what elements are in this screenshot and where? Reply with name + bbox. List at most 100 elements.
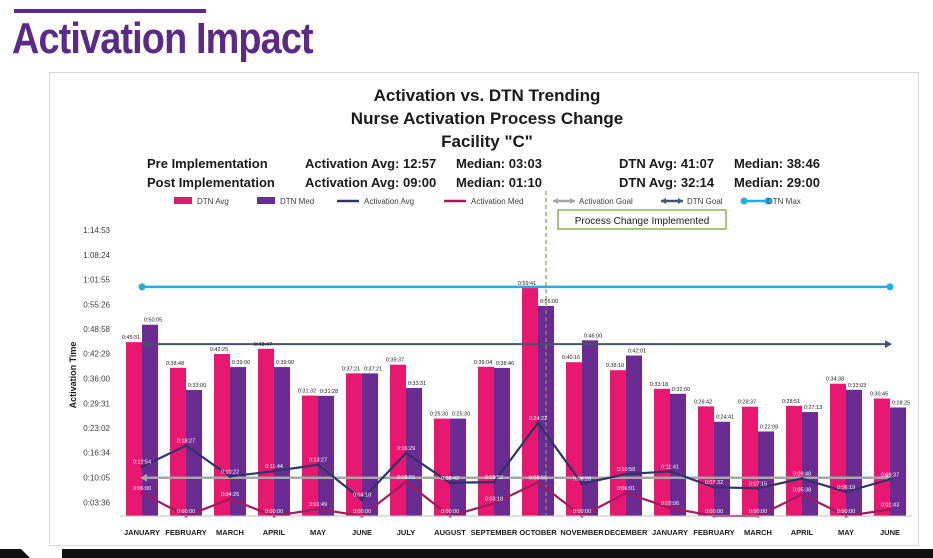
data-label-activation-avg: 0:24:22	[529, 416, 547, 422]
bar-dtn-avg	[874, 398, 890, 516]
data-label-dtn-med: 0:50:05	[144, 318, 162, 324]
bar-dtn-avg	[610, 370, 626, 516]
stat-pre-activation-median: Median: 03:03	[456, 156, 542, 171]
activation-avg-point	[140, 465, 144, 469]
chart-area: Activation vs. DTN Trending Nurse Activa…	[49, 72, 919, 546]
dtn-max-marker-start	[138, 283, 146, 291]
activation-avg-point	[624, 472, 628, 476]
data-label-dtn-med: 0:46:00	[584, 333, 602, 339]
y-tick-label: 0:16:34	[83, 449, 110, 458]
process-change-label: Process Change Implemented	[575, 216, 710, 227]
data-label-activation-avg: 0:18:27	[177, 439, 195, 445]
activation-avg-point	[800, 476, 804, 481]
stat-post-label: Post Implementation	[147, 175, 275, 190]
x-tick-label: NOVEMBER	[560, 528, 604, 537]
data-label-dtn-avg: 0:28:51	[782, 399, 800, 405]
data-label-dtn-avg: 0:30:45	[870, 392, 888, 398]
data-label-activation-avg: 0:16:29	[397, 446, 415, 452]
activation-avg-point	[184, 443, 188, 448]
legend-swatch-dtn-med	[257, 197, 275, 204]
activation-med-point	[888, 507, 892, 512]
y-tick-label: 0:03:36	[83, 498, 110, 507]
x-tick-label: MAY	[310, 528, 326, 537]
y-tick-label: 0:10:05	[83, 473, 110, 482]
bar-dtn-med	[494, 367, 510, 516]
bar-dtn-avg	[346, 373, 362, 516]
data-label-activation-med: 0:00:00	[177, 509, 195, 515]
legend-label-activation-avg: Activation Avg	[364, 197, 414, 206]
x-tick-label: JANUARY	[652, 528, 688, 537]
bar-dtn-med	[758, 431, 774, 516]
bar-dtn-med	[670, 393, 686, 516]
data-label-dtn-avg: 0:33:18	[650, 382, 668, 388]
data-label-dtn-med: 0:22:08	[760, 424, 778, 430]
legend-label-activation-med: Activation Med	[471, 197, 523, 206]
data-label-activation-med: 0:06:01	[617, 486, 635, 492]
data-label-dtn-med: 0:38:46	[496, 361, 514, 367]
x-tick-label: DECEMBER	[605, 528, 649, 537]
chart-title-line-2: Nurse Activation Process Change	[351, 109, 623, 128]
data-label-dtn-med: 0:32:00	[672, 387, 690, 393]
data-labels-layer: 0:45:31 0:50:05 0:38:48 0:33:00 0:42:25 0:39:…	[122, 281, 910, 515]
x-tick-label: OCTOBER	[519, 528, 557, 537]
chart-title-line-3: Facility "C"	[441, 132, 533, 151]
data-label-activation-med: 0:08:55	[397, 475, 415, 481]
data-label-dtn-med: 0:31:28	[320, 389, 338, 395]
data-label-dtn-med: 0:42:01	[628, 349, 646, 355]
x-tick-label: SEPTEMBER	[471, 528, 518, 537]
data-label-activation-med: 0:01:49	[309, 502, 327, 508]
data-label-activation-avg: 0:06:19	[837, 485, 855, 491]
y-tick-label: 0:55:26	[83, 300, 110, 309]
bar-dtn-med	[450, 418, 466, 516]
activation-med-point	[140, 491, 144, 495]
bar-dtn-avg	[522, 288, 538, 516]
data-label-dtn-avg: 0:43:47	[254, 342, 272, 348]
goal-lines-layer	[138, 191, 894, 516]
activation-avg-point	[228, 474, 232, 479]
activation-avg-point	[404, 451, 408, 455]
activation-avg-point	[668, 469, 672, 473]
legend-label-dtn-max: DTN Max	[767, 197, 801, 206]
data-label-activation-avg: 0:10:58	[617, 467, 635, 473]
x-tick-label: JULY	[397, 528, 415, 537]
data-label-dtn-avg: 0:59:41	[518, 281, 536, 287]
stat-post-dtn-median: Median: 29:00	[734, 175, 820, 190]
stat-pre-dtn-median: Median: 38:46	[734, 156, 820, 171]
x-tick-label: JANUARY	[124, 528, 160, 537]
activation-avg-line	[141, 421, 891, 502]
data-label-activation-avg: 0:08:42	[441, 476, 459, 482]
data-label-activation-avg: 0:10:22	[221, 469, 239, 475]
activation-med-point	[624, 491, 628, 495]
legend-label-dtn-med: DTN Med	[280, 197, 314, 206]
data-label-activation-med: 0:08:50	[529, 475, 547, 481]
y-tick-label: 0:23:02	[83, 424, 110, 433]
bar-dtn-med	[890, 407, 906, 516]
x-tick-label: JUNE	[352, 528, 372, 537]
footer-bar	[62, 549, 933, 558]
data-label-dtn-med: 0:33:03	[848, 383, 866, 389]
data-label-activation-avg: 0:12:54	[133, 460, 151, 466]
data-label-activation-avg: 0:11:44	[265, 464, 283, 470]
bar-dtn-avg	[258, 348, 274, 516]
bar-dtn-med	[142, 324, 158, 516]
data-label-dtn-med: 0:55:00	[540, 299, 558, 305]
chart-svg: Activation vs. DTN Trending Nurse Activa…	[68, 86, 912, 537]
data-label-dtn-avg: 0:31:32	[298, 389, 316, 395]
activation-avg-point	[360, 497, 364, 502]
data-label-dtn-avg: 0:42:25	[210, 347, 228, 353]
data-label-activation-med: 0:04:26	[221, 492, 239, 498]
bar-dtn-avg	[830, 383, 846, 516]
stat-post-activation-avg: Activation Avg: 09:00	[305, 175, 436, 190]
activation-med-line	[141, 480, 891, 518]
activation-med-point	[316, 507, 320, 511]
chart-title-line-1: Activation vs. DTN Trending	[374, 86, 601, 105]
activation-avg-point	[536, 421, 540, 425]
data-label-dtn-avg: 0:39:37	[386, 358, 404, 364]
x-tick-label: APRIL	[263, 528, 286, 537]
activation-avg-point	[492, 480, 496, 484]
legend-marker-dtn-max-right	[764, 197, 772, 205]
data-label-dtn-avg: 0:34:38	[826, 377, 844, 383]
y-tick-label: 0:42:29	[83, 350, 110, 359]
activation-med-point	[536, 480, 540, 484]
bar-dtn-avg	[302, 395, 318, 516]
